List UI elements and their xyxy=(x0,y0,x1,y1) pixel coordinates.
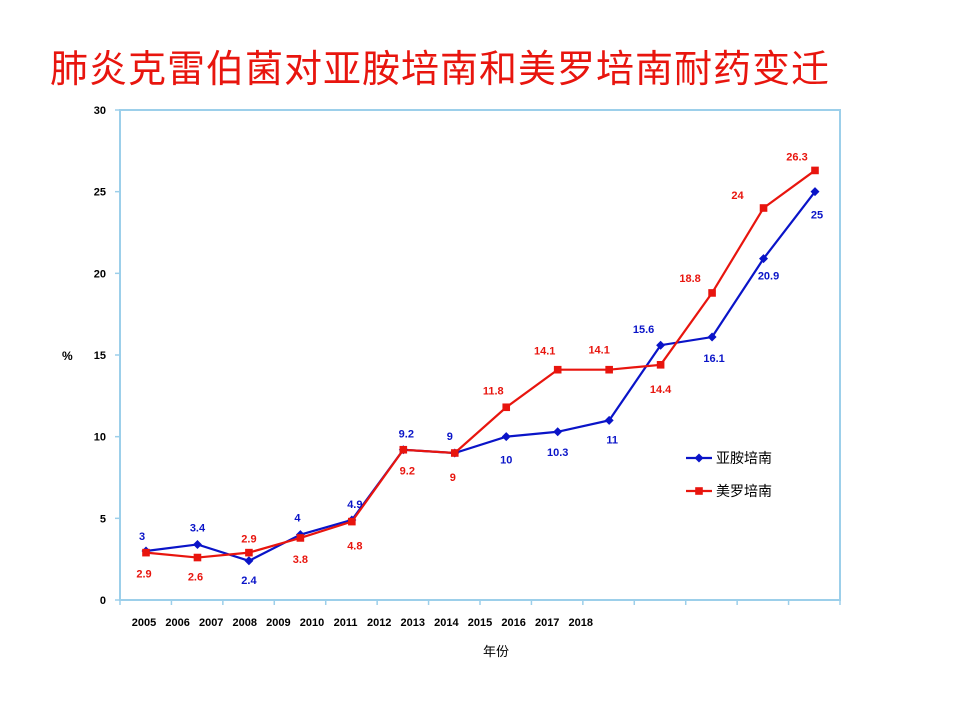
data-point-meropenem xyxy=(348,517,356,526)
data-point-meropenem xyxy=(605,365,613,374)
data-label: 14.4 xyxy=(650,384,672,396)
x-tick-label: 2015 xyxy=(468,617,492,629)
data-label: 9 xyxy=(450,472,456,484)
data-label: 2.9 xyxy=(136,569,151,581)
data-label: 9.2 xyxy=(400,466,415,478)
data-label: 11 xyxy=(606,434,618,446)
y-tick-label: 5 xyxy=(100,513,106,525)
data-label: 3.8 xyxy=(293,554,308,566)
x-tick-label: 2018 xyxy=(569,617,593,629)
x-tick-label: 2017 xyxy=(535,617,559,629)
data-label: 24 xyxy=(731,190,744,202)
data-point-imipenem xyxy=(656,340,666,350)
data-point-meropenem xyxy=(502,403,511,412)
data-label: 2.9 xyxy=(241,534,256,546)
data-label: 14.1 xyxy=(534,346,555,358)
data-point-meropenem xyxy=(553,365,562,374)
data-point-meropenem xyxy=(656,361,665,369)
data-point-imipenem xyxy=(501,432,511,442)
data-point-imipenem xyxy=(707,332,717,342)
legend-label: 亚胺培南 xyxy=(716,451,772,467)
y-tick-label: 25 xyxy=(94,187,106,199)
data-label: 15.6 xyxy=(633,324,654,336)
data-label: 14.1 xyxy=(588,345,609,357)
x-tick-label: 2009 xyxy=(266,617,290,629)
data-label: 25 xyxy=(811,210,823,222)
data-label: 9.2 xyxy=(399,429,414,441)
data-label: 11.8 xyxy=(483,385,504,397)
x-tick-label: 2007 xyxy=(199,617,223,629)
x-tick-label: 2010 xyxy=(300,617,324,629)
data-label: 4 xyxy=(294,513,301,525)
x-tick-label: 2012 xyxy=(367,617,391,629)
x-tick-label: 2016 xyxy=(501,617,525,629)
data-point-imipenem xyxy=(192,539,202,549)
data-label: 3.4 xyxy=(190,522,206,534)
data-label: 10 xyxy=(500,455,512,467)
plot-area-border xyxy=(119,109,841,601)
data-label: 20.9 xyxy=(758,271,779,283)
y-axis-label: % xyxy=(62,349,73,363)
data-label: 3 xyxy=(139,531,145,543)
data-label: 9 xyxy=(447,431,453,443)
y-tick-label: 10 xyxy=(94,432,106,444)
x-tick-label: 2014 xyxy=(434,617,459,629)
data-point-meropenem xyxy=(245,548,253,557)
data-point-imipenem xyxy=(759,254,769,264)
data-label: 16.1 xyxy=(703,353,724,365)
data-point-meropenem xyxy=(708,289,716,297)
y-tick-label: 20 xyxy=(94,268,106,280)
x-tick-label: 2008 xyxy=(233,617,257,629)
legend-marker xyxy=(694,453,704,463)
data-label: 2.4 xyxy=(241,575,257,587)
x-axis-label: 年份 xyxy=(483,645,509,660)
data-point-meropenem xyxy=(296,534,305,542)
y-tick-label: 0 xyxy=(100,595,106,607)
data-label: 4.9 xyxy=(347,499,362,511)
data-point-meropenem xyxy=(193,553,202,562)
y-tick-label: 30 xyxy=(94,105,106,117)
data-label: 18.8 xyxy=(679,273,700,285)
legend-marker xyxy=(695,487,703,495)
data-label: 4.8 xyxy=(347,541,362,553)
x-tick-label: 2013 xyxy=(401,617,425,629)
data-label: 2.6 xyxy=(188,572,203,584)
data-point-meropenem xyxy=(142,548,150,557)
data-point-meropenem xyxy=(399,445,408,454)
series-line-meropenem xyxy=(145,169,816,559)
data-point-meropenem xyxy=(759,204,768,212)
x-tick-label: 2011 xyxy=(334,617,358,629)
data-point-meropenem xyxy=(811,166,819,175)
legend-label: 美罗培南 xyxy=(716,484,772,500)
x-tick-label: 2006 xyxy=(165,617,189,629)
x-tick-label: 2005 xyxy=(132,617,156,629)
data-point-imipenem xyxy=(810,187,820,197)
data-point-meropenem xyxy=(450,449,459,457)
chart-title: 肺炎克雷伯菌对亚胺培南和美罗培南耐药变迁 xyxy=(50,47,831,91)
data-point-imipenem xyxy=(244,556,254,566)
series-line-imipenem xyxy=(145,190,816,562)
y-tick-label: 15 xyxy=(94,350,106,362)
data-point-imipenem xyxy=(553,427,563,437)
data-label: 26.3 xyxy=(786,151,807,163)
data-point-imipenem xyxy=(604,415,614,425)
data-label: 10.3 xyxy=(547,447,568,459)
